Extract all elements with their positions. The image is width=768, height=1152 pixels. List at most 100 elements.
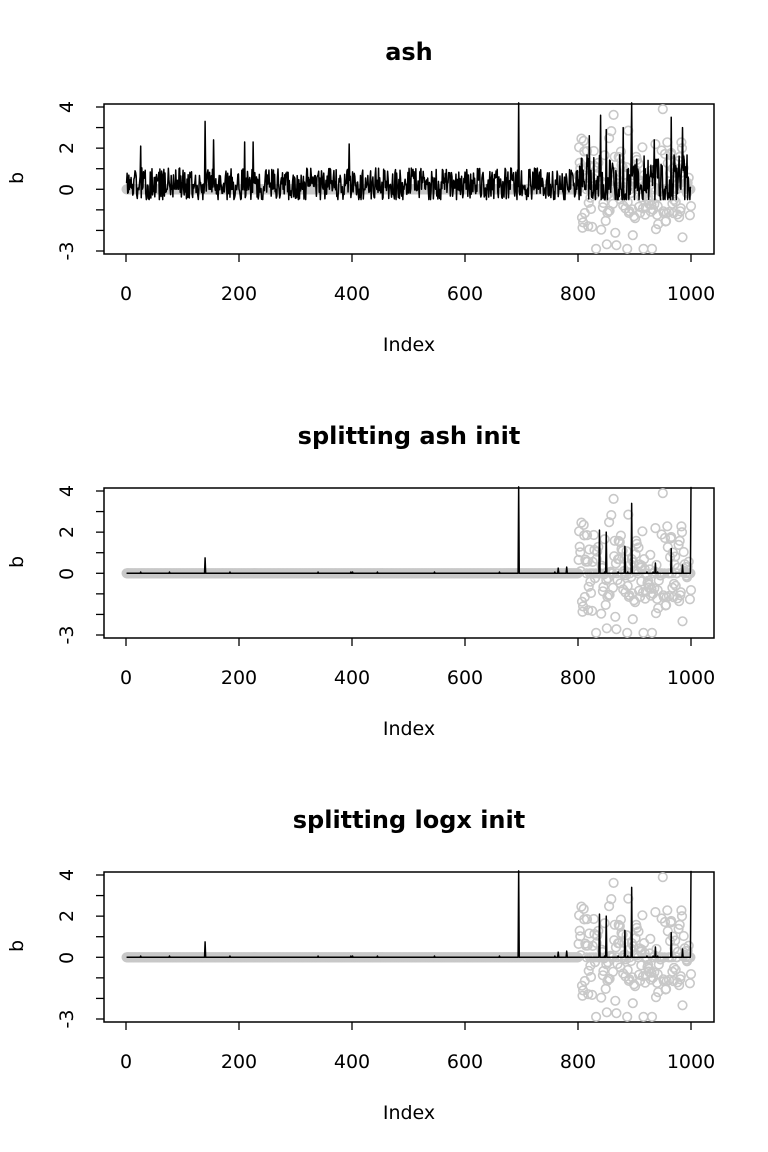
plot-area xyxy=(96,486,715,646)
data-point xyxy=(607,582,619,593)
data-point xyxy=(603,133,615,144)
y-tick-label: 0 xyxy=(56,952,78,964)
data-point xyxy=(609,919,620,930)
data-point xyxy=(627,230,638,241)
x-tick-label: 0 xyxy=(120,667,132,689)
x-tick-label: 800 xyxy=(560,283,596,305)
data-point xyxy=(610,995,621,1006)
data-point xyxy=(615,146,627,157)
x-tick-label: 1000 xyxy=(667,667,715,689)
data-point xyxy=(586,221,598,232)
data-point xyxy=(637,526,648,537)
data-point xyxy=(623,893,634,904)
x-tick-label: 0 xyxy=(120,283,132,305)
data-point xyxy=(676,905,687,916)
data-point xyxy=(582,940,593,951)
y-ticks: -3 0 2 4 xyxy=(56,485,78,645)
data-point xyxy=(677,232,688,243)
data-point xyxy=(622,196,633,208)
data-point xyxy=(577,990,588,1001)
y-tick-label: 0 xyxy=(56,184,78,196)
x-tick-label: 200 xyxy=(221,1051,257,1073)
data-point xyxy=(610,611,621,622)
data-point xyxy=(646,243,658,254)
data-point xyxy=(588,529,599,541)
x-ticks: 0 200 400 600 800 1000 xyxy=(120,667,715,689)
data-point xyxy=(585,203,597,215)
data-point xyxy=(596,608,607,619)
x-tick-label: 400 xyxy=(334,667,370,689)
data-point xyxy=(657,488,668,499)
data-point xyxy=(659,148,671,160)
data-point xyxy=(581,913,593,925)
data-point xyxy=(592,930,603,941)
data-point xyxy=(590,243,602,254)
data-point xyxy=(670,964,681,975)
data-point xyxy=(614,553,625,565)
data-point xyxy=(583,989,594,1000)
data-point xyxy=(640,977,651,988)
y-tick-label: -3 xyxy=(56,626,78,645)
data-point xyxy=(574,541,585,552)
data-point xyxy=(622,243,633,254)
y-axis-label: b xyxy=(6,172,28,184)
data-point xyxy=(616,927,627,939)
x-axis-label: Index xyxy=(383,1102,435,1124)
data-point xyxy=(662,905,673,916)
data-point xyxy=(677,616,688,627)
data-point xyxy=(673,539,684,551)
chart-title: splitting ash init xyxy=(298,422,521,450)
x-ticks: 0 200 400 600 800 1000 xyxy=(120,283,715,305)
data-point xyxy=(676,521,687,532)
data-point xyxy=(641,570,653,581)
data-point xyxy=(641,954,653,965)
data-point xyxy=(583,965,594,976)
data-point xyxy=(586,605,598,617)
plot-area xyxy=(96,870,715,1030)
x-tick-label: 600 xyxy=(447,1051,483,1073)
data-point xyxy=(662,925,673,937)
panel-splitting-ash-init: splitting ash init Index b 0 200 400 600… xyxy=(6,422,715,740)
plot-frame xyxy=(103,487,715,639)
data-point xyxy=(590,1011,602,1023)
data-point xyxy=(592,546,603,557)
data-point xyxy=(685,201,697,212)
data-point xyxy=(616,543,627,555)
y-tick-label: 4 xyxy=(56,869,78,881)
data-point xyxy=(637,910,648,921)
data-point xyxy=(675,587,686,598)
data-point xyxy=(608,109,619,120)
data-point xyxy=(659,532,671,544)
data-point xyxy=(685,584,697,596)
data-point xyxy=(596,992,607,1003)
x-tick-label: 600 xyxy=(447,283,483,305)
data-point xyxy=(645,933,656,945)
data-point xyxy=(662,521,673,532)
data-point xyxy=(670,580,681,591)
data-point xyxy=(577,222,588,233)
data-point xyxy=(588,913,599,925)
data-point xyxy=(581,529,593,541)
x-axis-label: Index xyxy=(383,334,435,356)
data-point xyxy=(650,608,662,619)
data-point xyxy=(575,931,586,942)
data-point xyxy=(578,903,589,915)
data-point xyxy=(578,135,589,146)
data-point xyxy=(657,871,668,883)
data-point xyxy=(607,198,619,209)
data-point xyxy=(683,940,694,951)
x-tick-label: 1000 xyxy=(667,1051,715,1073)
data-point xyxy=(645,549,656,561)
data-point xyxy=(675,971,686,982)
data-point xyxy=(622,580,633,592)
data-point xyxy=(602,207,613,218)
data-point xyxy=(601,1007,612,1018)
data-point xyxy=(583,605,594,616)
data-point xyxy=(615,914,627,925)
x-tick-label: 200 xyxy=(221,283,257,305)
x-tick-label: 0 xyxy=(120,1051,132,1073)
data-point xyxy=(576,901,587,912)
data-point xyxy=(673,923,684,935)
data-point xyxy=(596,224,607,235)
data-point xyxy=(668,578,680,590)
